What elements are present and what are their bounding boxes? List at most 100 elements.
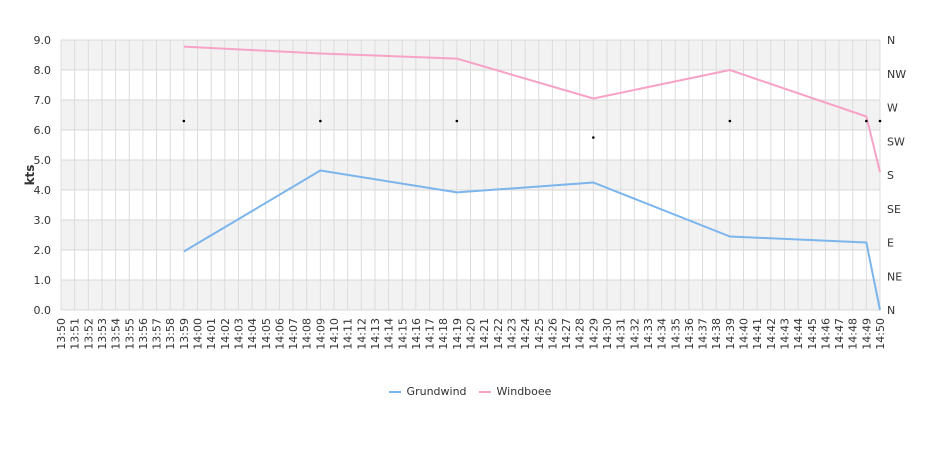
y2-tick-label: W	[887, 102, 898, 115]
series-line-grundwind	[183, 169, 881, 311]
y-tick-label: 2.0	[34, 244, 52, 257]
x-tick-label: 14:37	[697, 318, 710, 350]
x-tick-label: 14:33	[642, 318, 655, 350]
y-tick-label: 8.0	[34, 64, 52, 77]
x-tick-label: 14:26	[546, 318, 559, 350]
x-tick-label: 14:02	[219, 318, 232, 350]
x-tick-label: 14:38	[710, 318, 723, 350]
x-tick-label: 14:05	[260, 318, 273, 350]
x-tick-label: 14:18	[437, 318, 450, 350]
x-tick-label: 14:32	[628, 318, 641, 350]
x-tick-label: 14:24	[519, 318, 532, 350]
direction-point	[455, 119, 459, 123]
x-tick-label: 14:09	[314, 318, 327, 350]
x-tick-label: 13:53	[96, 318, 109, 350]
x-tick-label: 14:27	[560, 318, 573, 350]
x-tick-label: 13:50	[55, 318, 68, 350]
x-tick-label: 13:56	[137, 318, 150, 350]
x-tick-label: 13:59	[178, 318, 191, 350]
x-tick-label: 14:01	[205, 318, 218, 350]
y2-tick-label: N	[887, 34, 895, 47]
direction-point	[319, 119, 322, 123]
y2-tick-label: SE	[887, 203, 901, 216]
y-axis-ticks: 0.0 1.0 2.0 3.0 4.0 5.0 6.0 7.0 8.0 9.0	[34, 34, 52, 317]
x-tick-label: 14:49	[860, 318, 873, 350]
y2-tick-label: SW	[887, 135, 905, 148]
x-tick-label: 13:52	[82, 318, 95, 350]
legend-label: Grundwind	[406, 385, 467, 398]
x-tick-label: 14:29	[587, 318, 600, 350]
x-tick-label: 13:58	[164, 318, 177, 350]
x-tick-label: 14:17	[424, 318, 437, 350]
x-tick-label: 14:45	[806, 318, 819, 350]
x-tick-label: 14:00	[192, 318, 205, 350]
x-tick-label: 13:55	[123, 318, 136, 350]
direction-point	[865, 119, 868, 123]
x-tick-label: 14:07	[287, 318, 300, 350]
legend: Grundwind Windboee	[0, 385, 940, 398]
legend-swatch	[478, 391, 491, 393]
y-tick-label: 5.0	[34, 154, 52, 167]
x-tick-label: 14:47	[833, 318, 846, 350]
x-tick-label: 14:20	[465, 318, 478, 350]
series-lines	[183, 45, 881, 311]
x-tick-label: 14:04	[246, 318, 259, 350]
legend-item[interactable]: Windboee	[478, 385, 552, 398]
x-tick-label: 14:25	[533, 318, 546, 350]
x-tick-label: 14:35	[669, 318, 682, 350]
x-tick-label: 14:31	[615, 318, 628, 350]
x-tick-label: 14:46	[819, 318, 832, 350]
legend-item[interactable]: Grundwind	[388, 385, 467, 398]
x-tick-label: 14:15	[396, 318, 409, 350]
x-tick-label: 14:50	[874, 318, 887, 350]
y-tick-label: 9.0	[34, 34, 52, 47]
direction-point	[878, 119, 882, 123]
x-tick-label: 14:44	[792, 318, 805, 350]
legend-swatch	[388, 391, 401, 393]
x-tick-label: 14:40	[738, 318, 751, 350]
x-tick-label: 14:19	[451, 318, 464, 350]
x-tick-label: 14:34	[656, 318, 669, 350]
x-tick-label: 14:42	[765, 318, 778, 350]
x-tick-label: 14:11	[342, 318, 355, 350]
y2-tick-label: N	[887, 304, 895, 317]
y2-tick-label: NW	[887, 68, 906, 81]
x-tick-label: 14:14	[383, 318, 396, 350]
y2-tick-label: E	[887, 237, 894, 250]
x-tick-label: 13:51	[69, 318, 82, 350]
series-line-windboee	[183, 45, 881, 173]
x-tick-label: 14:16	[410, 318, 423, 350]
y-tick-label: 6.0	[34, 124, 52, 137]
x-tick-label: 13:57	[151, 318, 164, 350]
y-tick-label: 1.0	[34, 274, 52, 287]
x-tick-label: 14:41	[751, 318, 764, 350]
y-tick-label: 3.0	[34, 214, 52, 227]
x-tick-label: 14:10	[328, 318, 341, 350]
y2-tick-label: NE	[887, 270, 902, 283]
x-tick-label: 14:06	[273, 318, 286, 350]
x-tick-label: 14:03	[232, 318, 245, 350]
direction-point	[728, 119, 732, 123]
x-tick-label: 14:36	[683, 318, 696, 350]
x-tick-label: 14:48	[847, 318, 860, 350]
x-axis-ticks: 13:50 13:51 13:52 13:53 13:54 13:55 13:56 13:57…	[55, 318, 887, 350]
y-axis-label: kts	[23, 165, 37, 186]
vertical-gridlines	[60, 40, 881, 310]
direction-point	[592, 136, 595, 139]
x-tick-label: 14:13	[369, 318, 382, 350]
y-tick-label: 4.0	[34, 184, 52, 197]
legend-label: Windboee	[496, 385, 552, 398]
x-tick-label: 14:39	[724, 318, 737, 350]
x-tick-label: 14:43	[778, 318, 791, 350]
x-tick-label: 14:21	[478, 318, 491, 350]
y-tick-label: 7.0	[34, 94, 52, 107]
y2-tick-label: S	[887, 169, 894, 182]
x-tick-label: 14:22	[492, 318, 505, 350]
horizontal-gridlines	[61, 39, 880, 311]
x-tick-label: 14:23	[505, 318, 518, 350]
x-tick-label: 14:30	[601, 318, 614, 350]
y2-axis-ticks: N NE E SE S SW W NW N	[887, 34, 906, 317]
direction-markers	[182, 119, 882, 139]
y-tick-label: 0.0	[34, 304, 52, 317]
